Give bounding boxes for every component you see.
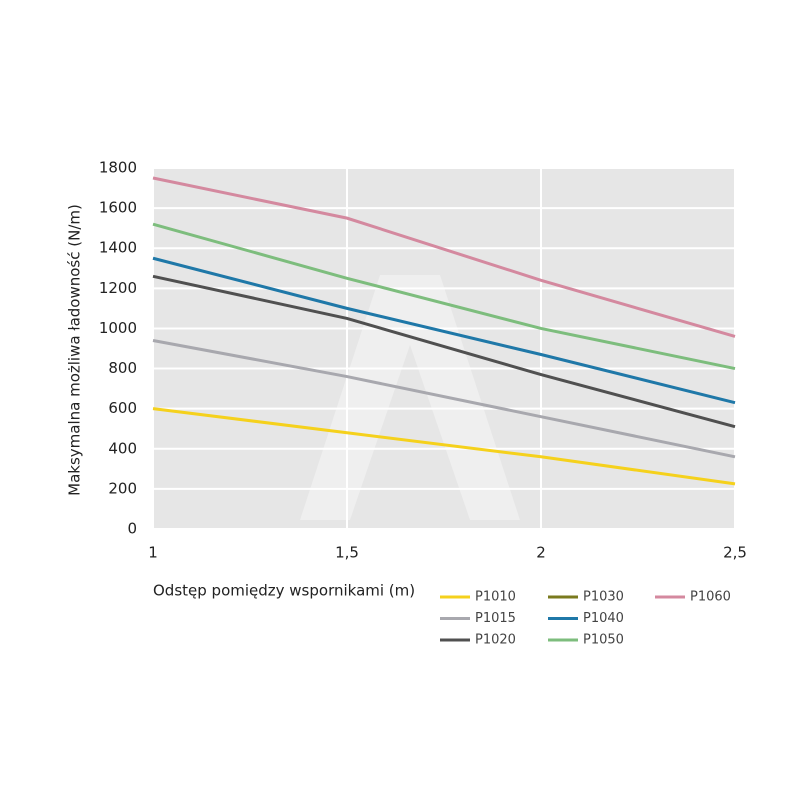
y-tick-label: 0 — [127, 520, 137, 538]
legend-label: P1010 — [475, 590, 516, 605]
series-line — [152, 256, 736, 405]
legend-label: P1050 — [583, 633, 624, 648]
series-line — [152, 407, 736, 486]
y-tick-label: 1200 — [99, 279, 137, 297]
y-tick-label: 1400 — [99, 239, 137, 257]
series-line — [152, 222, 736, 371]
series-line — [152, 274, 736, 429]
legend-label: P1020 — [475, 633, 516, 648]
y-tick-label: 200 — [108, 479, 137, 497]
y-axis-label: Maksymalna możliwa ładowność (N/m) — [66, 204, 84, 496]
x-tick-label: 1 — [148, 544, 158, 562]
legend-label: P1060 — [690, 590, 731, 605]
y-tick-label: 1800 — [99, 159, 137, 177]
y-tick-label: 1600 — [99, 199, 137, 217]
legend-label: P1030 — [583, 590, 624, 605]
legend-label: P1015 — [475, 611, 516, 626]
series-line — [152, 339, 736, 459]
y-tick-label: 1000 — [99, 319, 137, 337]
x-tick-label: 1,5 — [335, 544, 359, 562]
y-tick-label: 400 — [108, 439, 137, 457]
y-tick-label: 600 — [108, 399, 137, 417]
watermark — [300, 275, 520, 520]
x-tick-label: 2,5 — [723, 544, 747, 562]
x-axis-label: Odstęp pomiędzy wspornikami (m) — [153, 582, 415, 600]
y-tick-label: 800 — [108, 359, 137, 377]
series-line — [152, 176, 736, 338]
x-tick-label: 2 — [536, 544, 546, 562]
legend-label: P1040 — [583, 611, 624, 626]
